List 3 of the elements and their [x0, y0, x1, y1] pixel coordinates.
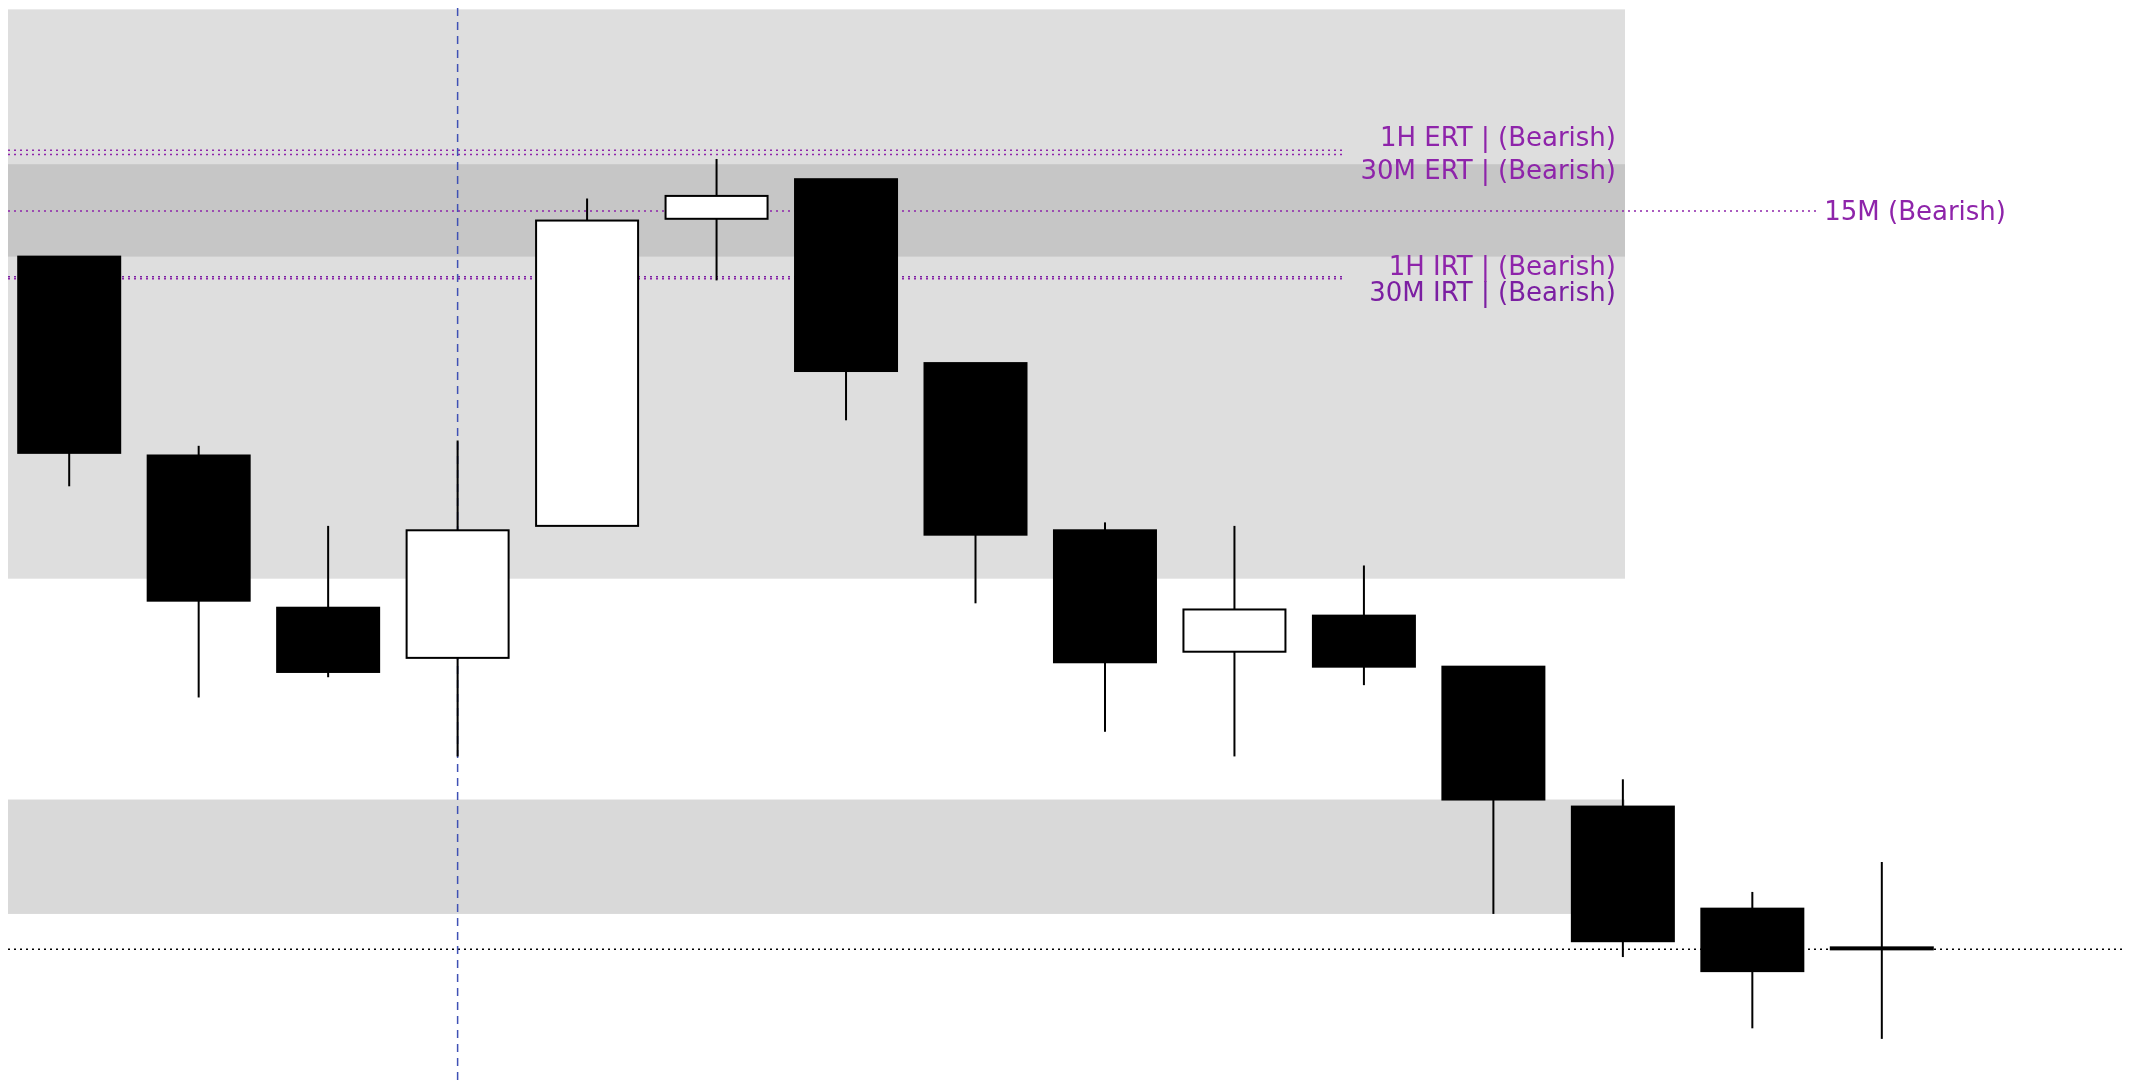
ref-line-label: 15M (Bearish) [1824, 195, 2006, 226]
ref-line-label: 1H ERT | (Bearish) [1379, 122, 1616, 154]
ref-line-label: 30M ERT | (Bearish) [1360, 154, 1616, 186]
